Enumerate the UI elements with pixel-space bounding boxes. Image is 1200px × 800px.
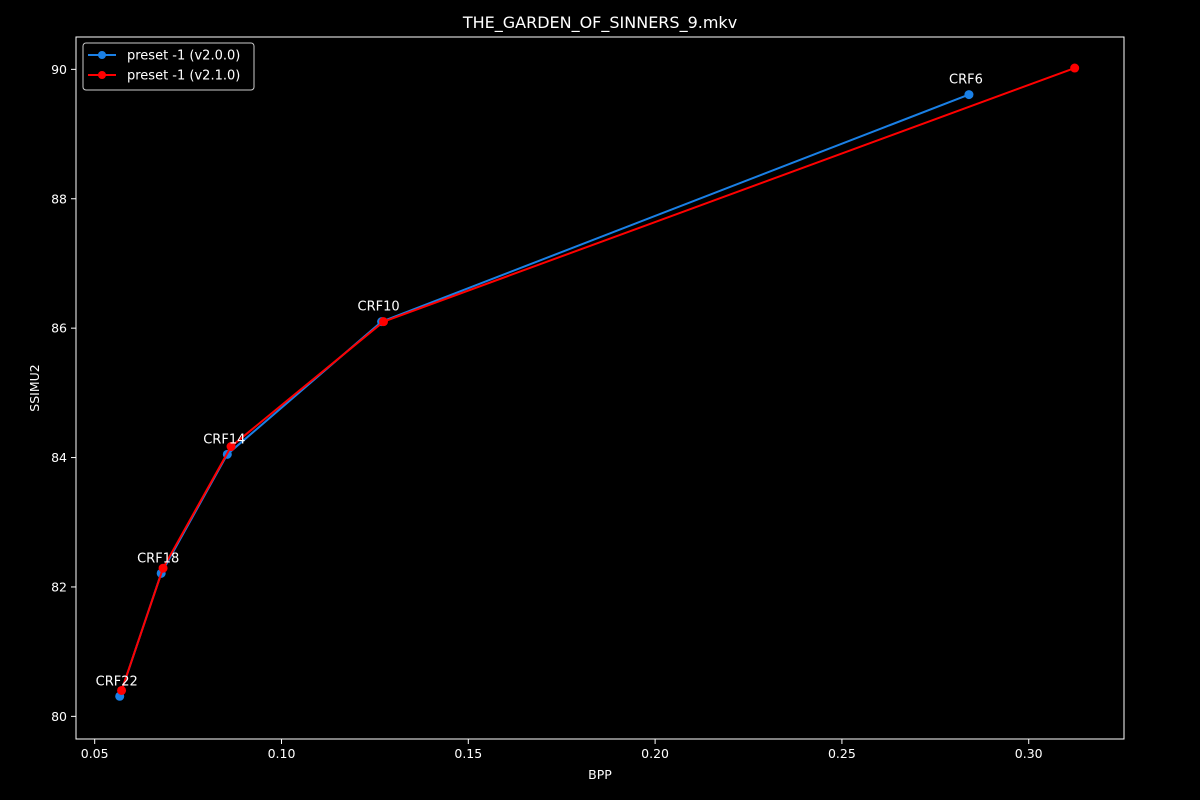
y-tick-label: 80 <box>51 709 67 724</box>
x-tick-label: 0.30 <box>1015 746 1043 761</box>
y-tick-label: 90 <box>51 62 67 77</box>
legend-marker-v2-1-0 <box>98 71 106 79</box>
legend-label-v2-0-0: preset -1 (v2.0.0) <box>127 49 240 64</box>
data-point-series-1-1 <box>158 563 168 573</box>
x-tick-label: 0.05 <box>81 746 109 761</box>
series-layer <box>115 63 1080 701</box>
annotation-layer: CRF22 CRF18 CRF14 CRF10 CRF6 <box>96 73 983 690</box>
y-axis-ticks: 80 82 84 86 88 90 <box>51 62 76 724</box>
crf-annotation: CRF6 <box>949 73 983 88</box>
crf-annotation: CRF14 <box>203 432 245 447</box>
crf-annotation: CRF10 <box>358 300 400 315</box>
legend-box <box>82 42 255 91</box>
legend-marker-v2-0-0 <box>98 51 106 59</box>
x-axis-ticks: 0.05 0.10 0.15 0.20 0.25 0.30 <box>81 739 1043 761</box>
x-tick-label: 0.10 <box>268 746 296 761</box>
chart-title: THE_GARDEN_OF_SINNERS_9.mkv <box>462 13 737 33</box>
data-point-series-1-2 <box>226 442 236 452</box>
data-point-series-1-4 <box>1070 63 1080 73</box>
y-tick-label: 82 <box>51 579 67 594</box>
crf-annotation: CRF22 <box>96 674 138 689</box>
data-point-series-0-4 <box>964 90 974 100</box>
legend-label-v2-1-0: preset -1 (v2.1.0) <box>127 69 240 84</box>
data-point-series-1-3 <box>378 317 388 327</box>
y-tick-label: 88 <box>51 191 67 206</box>
crf-annotation: CRF18 <box>137 551 179 566</box>
plot-area-frame <box>75 36 1125 740</box>
legend: preset -1 (v2.0.0) preset -1 (v2.1.0) <box>82 42 255 91</box>
y-axis-label: SSIMU2 <box>27 364 42 411</box>
y-tick-label: 84 <box>51 450 67 465</box>
x-tick-label: 0.20 <box>641 746 669 761</box>
data-point-series-1-0 <box>117 685 127 695</box>
x-tick-label: 0.25 <box>828 746 856 761</box>
x-axis-label: BPP <box>588 767 612 782</box>
x-tick-label: 0.15 <box>454 746 482 761</box>
y-tick-label: 86 <box>51 321 67 336</box>
